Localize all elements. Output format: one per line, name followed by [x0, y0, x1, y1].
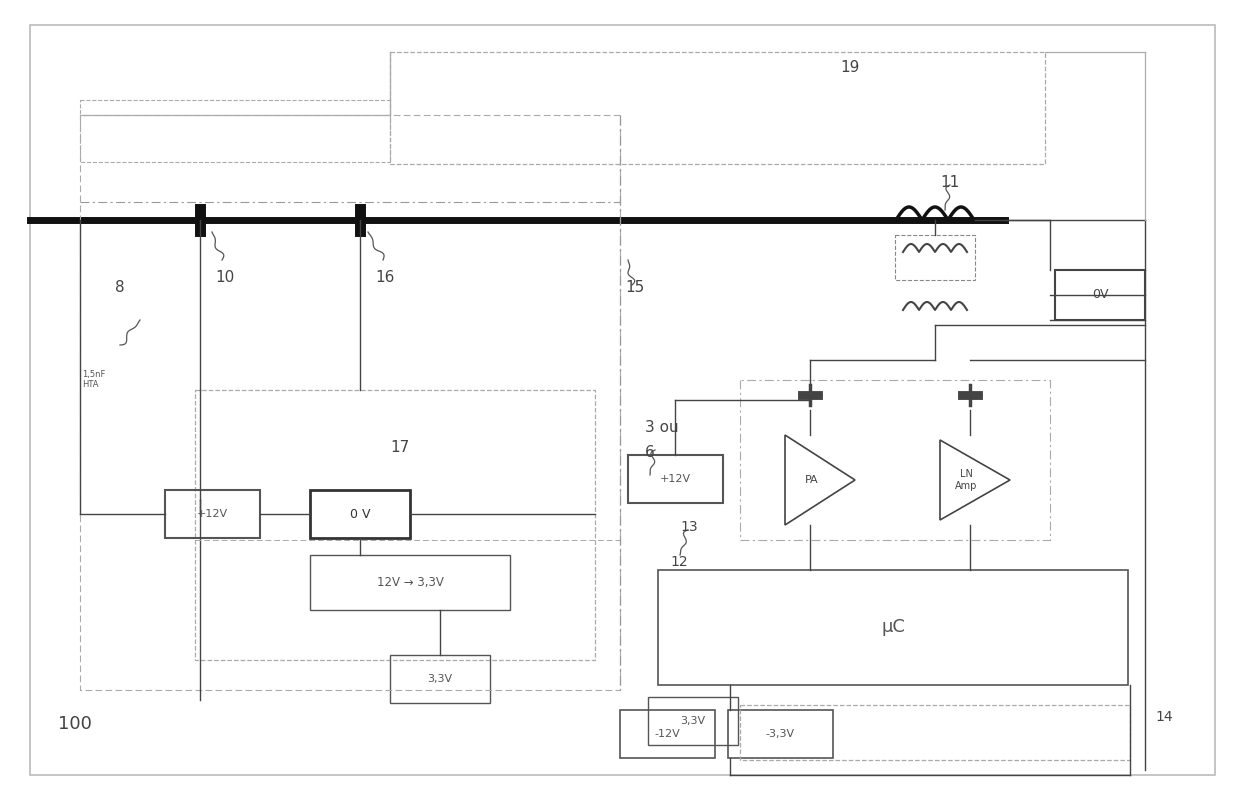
Text: 13: 13 [680, 520, 698, 534]
Text: LN
Amp: LN Amp [955, 469, 977, 491]
Text: 100: 100 [58, 715, 92, 733]
Text: 3,3V: 3,3V [428, 674, 453, 684]
Text: 1,5nF
HTA: 1,5nF HTA [82, 370, 105, 389]
Text: 14: 14 [1154, 710, 1173, 724]
Bar [81, 100, 391, 162]
Bar [391, 52, 1045, 164]
Bar [740, 705, 1130, 760]
Bar [1055, 270, 1145, 320]
Text: 15: 15 [625, 280, 645, 295]
Text: 10: 10 [215, 270, 234, 285]
Text: 3,3V: 3,3V [681, 716, 706, 726]
Text: 0V: 0V [1091, 288, 1109, 301]
Text: 19: 19 [839, 60, 859, 75]
Bar [895, 235, 975, 280]
Text: 12V → 3,3V: 12V → 3,3V [377, 576, 444, 589]
Text: 0 V: 0 V [350, 507, 371, 520]
Text: -3,3V: -3,3V [766, 729, 795, 739]
Text: PA: PA [805, 475, 818, 485]
Text: 16: 16 [374, 270, 394, 285]
Bar [649, 697, 738, 745]
Text: 11: 11 [940, 175, 960, 190]
Bar [310, 490, 410, 538]
Bar [165, 490, 260, 538]
Text: μC: μC [882, 618, 905, 637]
Text: 8: 8 [115, 280, 125, 295]
Text: 12: 12 [670, 555, 688, 569]
Bar [195, 390, 595, 660]
Text: -12V: -12V [655, 729, 681, 739]
Bar [391, 655, 490, 703]
Bar [728, 710, 833, 758]
Text: 17: 17 [391, 440, 409, 455]
Bar [658, 570, 1128, 685]
Text: +12V: +12V [660, 474, 691, 484]
Bar [310, 555, 510, 610]
Text: 6: 6 [645, 445, 655, 460]
Bar [627, 455, 723, 503]
Bar [620, 710, 715, 758]
Text: 3 ou: 3 ou [645, 420, 678, 435]
Text: +12V: +12V [197, 509, 228, 519]
